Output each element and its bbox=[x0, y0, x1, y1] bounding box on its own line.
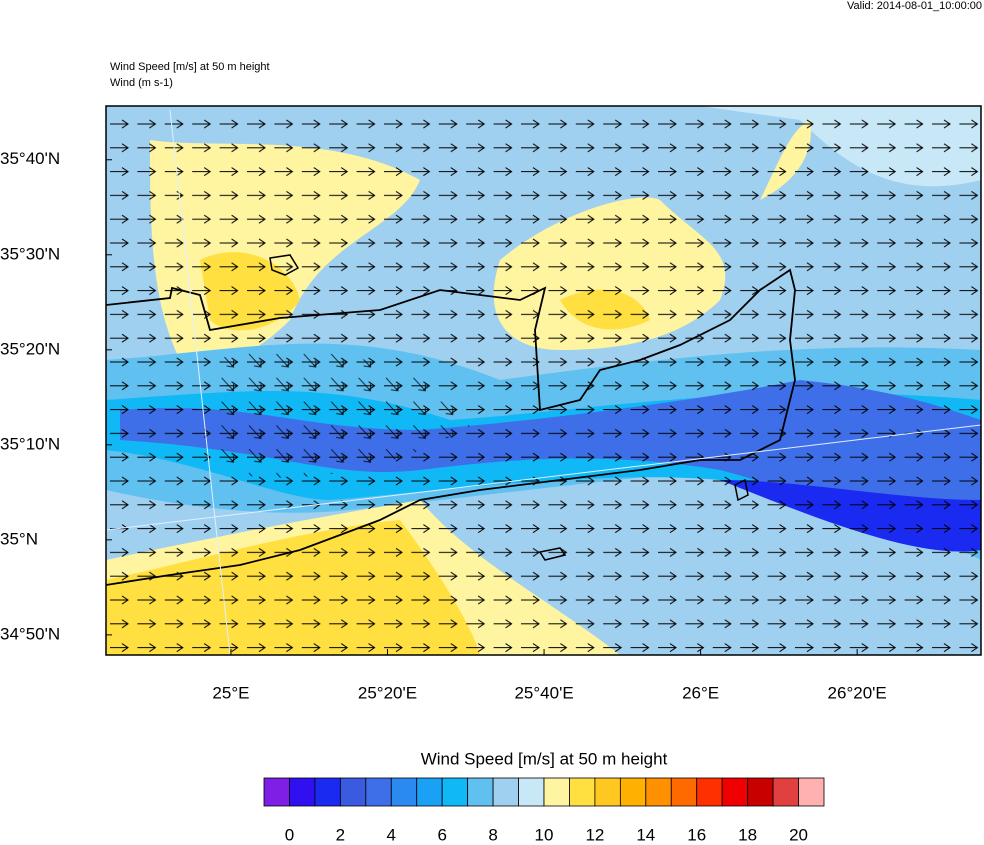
field-title: Wind Speed [m/s] at 50 m height bbox=[110, 61, 270, 73]
x-tick-label: 26°E bbox=[682, 683, 719, 702]
colorbar-tick-label: 14 bbox=[636, 825, 655, 844]
x-tick-label: 25°40'E bbox=[514, 683, 573, 702]
colorbar-box bbox=[365, 777, 392, 807]
colorbar-box bbox=[492, 777, 519, 807]
y-tick-label: 35°10'N bbox=[0, 434, 60, 453]
valid-time: Valid: 2014-08-01_10:00:00 bbox=[847, 0, 982, 12]
colorbar-box bbox=[798, 777, 825, 807]
plot-frame bbox=[105, 105, 982, 656]
colorbar-box bbox=[543, 777, 570, 807]
y-tick-label: 34°50'N bbox=[0, 624, 60, 643]
wind-vectors bbox=[210, 350, 480, 478]
x-tick-label: 25°E bbox=[212, 683, 249, 702]
colorbar-box bbox=[747, 777, 774, 807]
colorbar-box bbox=[314, 777, 341, 807]
colorbar-box bbox=[467, 777, 494, 807]
y-tick-label: 35°30'N bbox=[0, 244, 60, 263]
colorbar-tick-label: 0 bbox=[285, 825, 294, 844]
y-tick-label: 35°40'N bbox=[0, 149, 60, 168]
colorbar-box bbox=[594, 777, 621, 807]
colorbar-tick-label: 18 bbox=[738, 825, 757, 844]
colorbar-tick-label: 4 bbox=[387, 825, 396, 844]
wind-field bbox=[106, 106, 981, 655]
colorbar-tick-label: 16 bbox=[687, 825, 706, 844]
colorbar-box bbox=[518, 777, 545, 807]
colorbar-box bbox=[645, 777, 672, 807]
colorbar-box bbox=[289, 777, 316, 807]
coastline bbox=[106, 268, 796, 586]
y-tick-label: 35°20'N bbox=[0, 339, 60, 358]
colorbar-box bbox=[390, 777, 418, 807]
colorbar-tick-label: 10 bbox=[535, 825, 554, 844]
colorbar-box bbox=[263, 777, 290, 807]
colorbar-tick-label: 12 bbox=[585, 825, 604, 844]
island bbox=[269, 254, 749, 561]
colorbar-box bbox=[569, 777, 596, 807]
colorbar-box bbox=[772, 777, 799, 807]
y-tick-label: 35°N bbox=[0, 529, 38, 548]
colorbar-box bbox=[670, 777, 698, 807]
colorbar-title: Wind Speed [m/s] at 50 m height bbox=[421, 749, 668, 768]
colorbar-tick-label: 6 bbox=[437, 825, 446, 844]
colorbar-tick-label: 2 bbox=[336, 825, 345, 844]
colorbar-box bbox=[416, 777, 443, 807]
colorbar-box bbox=[441, 777, 469, 807]
boundary-line bbox=[106, 109, 981, 655]
colorbar-box bbox=[619, 777, 647, 807]
x-tick-label: 26°20'E bbox=[828, 683, 887, 702]
colorbar-box bbox=[696, 777, 723, 807]
colorbar-tick-label: 20 bbox=[789, 825, 808, 844]
x-tick-label: 25°20'E bbox=[358, 683, 417, 702]
field-units: Wind (m s-1) bbox=[110, 77, 173, 89]
colorbar-box bbox=[339, 777, 367, 807]
colorbar-box bbox=[721, 777, 749, 807]
colorbar-tick-label: 8 bbox=[488, 825, 497, 844]
